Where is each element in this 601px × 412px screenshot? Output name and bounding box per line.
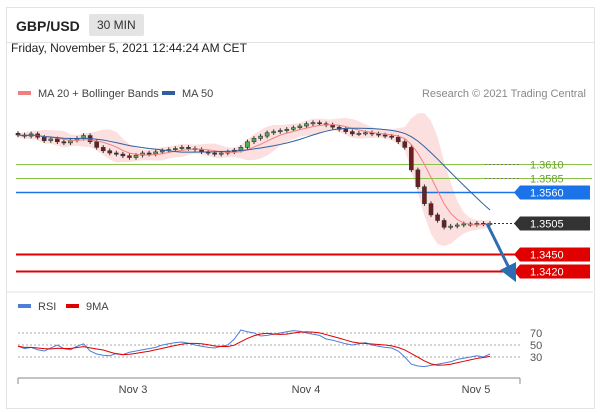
legend-label: MA 50 [182, 88, 213, 100]
rsi-level-label: 30 [530, 352, 542, 364]
candle [127, 155, 132, 158]
candle [415, 169, 421, 188]
candle [94, 141, 99, 148]
rsi-level-label: 50 [530, 340, 542, 352]
rsi-legend-label: 9MA [86, 301, 109, 313]
rsi-legend-swatch [18, 304, 31, 308]
level-label: 1.3610 [530, 160, 564, 172]
legend-swatch [18, 91, 31, 95]
candle [304, 123, 309, 127]
candle [310, 122, 316, 125]
candle [258, 135, 263, 139]
candle [402, 141, 408, 148]
rsi-level-label: 70 [530, 328, 542, 340]
candle [428, 203, 434, 216]
candle [382, 134, 388, 137]
candle [461, 223, 467, 226]
level-label: 1.3585 [530, 174, 564, 186]
level-tag [514, 185, 590, 200]
copyright-label: Research © 2021 Trading Central [422, 88, 586, 100]
candle [448, 225, 453, 228]
candle [363, 132, 368, 135]
symbol-label: GBP/USD [16, 18, 80, 34]
candle [146, 152, 152, 155]
legend-swatch [162, 91, 175, 95]
candle [389, 135, 394, 138]
chart-widget: GBP/USD 30 MIN [6, 7, 595, 409]
candle [114, 152, 119, 155]
candle [356, 133, 362, 135]
candle [474, 223, 480, 225]
rsi-line [17, 329, 491, 368]
candle [218, 152, 224, 155]
rsi-legend-label: RSI [38, 301, 56, 313]
level-label: 1.3505 [530, 219, 564, 231]
candle [107, 150, 113, 154]
candle [179, 147, 185, 149]
candle [297, 125, 303, 128]
forecast-arrow [485, 222, 517, 283]
candle [245, 141, 250, 148]
candle [277, 130, 283, 133]
candle [343, 129, 349, 132]
level-label: 1.3420 [530, 267, 564, 279]
candle [317, 122, 322, 125]
candle [251, 138, 257, 143]
candle [422, 186, 427, 204]
candle [48, 138, 54, 141]
candle [173, 148, 178, 151]
candle [120, 153, 126, 157]
candle [238, 147, 244, 151]
level-tag [514, 216, 590, 231]
x-tick-label: Nov 3 [119, 384, 148, 396]
ma20-line [17, 124, 491, 226]
level-label: 1.3560 [530, 188, 564, 200]
legend-label: MA 20 + Bollinger Bands [38, 88, 159, 100]
timeframe-button[interactable]: 30 MIN [89, 14, 144, 36]
level-tag [514, 247, 590, 262]
rsi-ma-line [17, 331, 491, 366]
candle [212, 152, 217, 155]
candle [133, 154, 139, 158]
candle [186, 147, 191, 149]
candle [159, 150, 165, 153]
level-label: 1.3450 [530, 250, 564, 262]
candle [454, 224, 460, 227]
candle [395, 136, 401, 143]
candle [350, 131, 355, 135]
candle [441, 220, 447, 228]
rsi-legend-swatch [66, 304, 79, 308]
datetime-label: Friday, November 5, 2021 12:44:24 AM CET [11, 41, 247, 55]
candle [61, 141, 67, 144]
candle [284, 129, 290, 131]
candle [271, 131, 276, 134]
candle [100, 147, 106, 152]
candle [291, 127, 296, 130]
candle [409, 147, 414, 171]
candle [435, 214, 440, 221]
ma50-line [17, 127, 491, 211]
x-tick-label: Nov 4 [292, 384, 321, 396]
candle [153, 151, 158, 155]
chart-header: GBP/USD 30 MIN [7, 8, 594, 43]
candle [55, 138, 60, 143]
x-tick-label: Nov 5 [462, 384, 491, 396]
candle [41, 136, 47, 141]
candle [264, 132, 270, 137]
level-tag [514, 264, 590, 279]
